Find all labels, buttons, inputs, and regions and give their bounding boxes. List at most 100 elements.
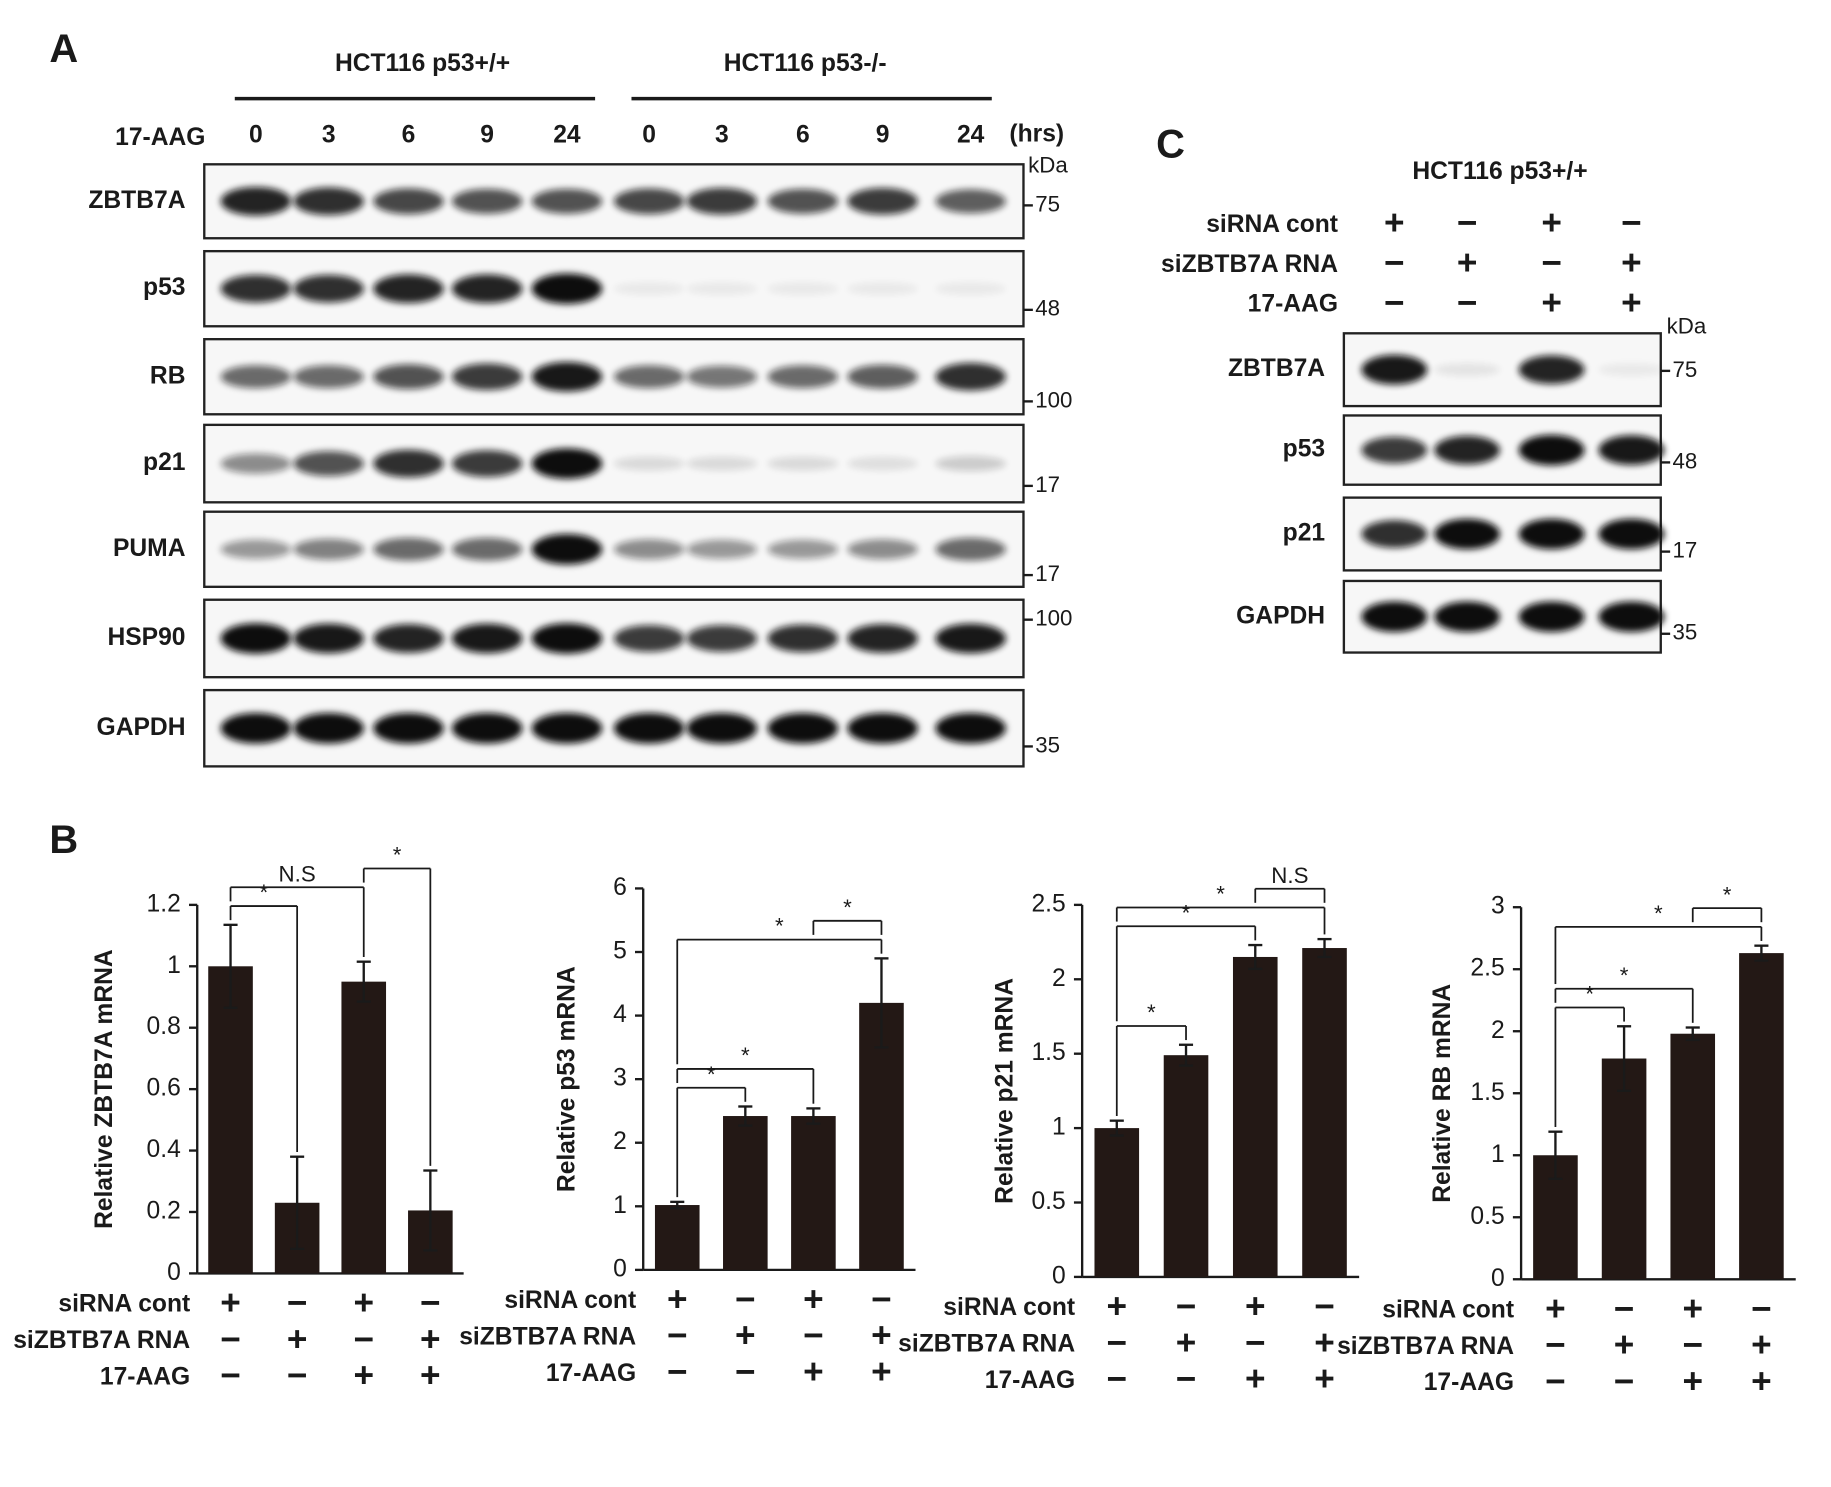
treatment-label: 17-AAG <box>115 124 205 151</box>
y-tick-label: 4 <box>613 1001 627 1028</box>
y-tick-label: 0 <box>613 1255 627 1282</box>
condition-label: siZBTB7A RNA <box>459 1323 636 1350</box>
blot-band <box>373 449 444 478</box>
time-label: 6 <box>402 122 416 149</box>
kda-label: kDa <box>1028 153 1068 178</box>
blot-band <box>531 361 603 392</box>
condition-sign: + <box>735 1316 756 1355</box>
condition-sign: − <box>1384 244 1405 283</box>
bracket-label: * <box>1654 901 1663 926</box>
marker-label: 35 <box>1035 732 1060 757</box>
condition-sign: + <box>353 1283 374 1322</box>
condition-sign: − <box>803 1316 824 1355</box>
y-tick-label: 0.6 <box>147 1075 181 1102</box>
condition-label: siRNA cont <box>1382 1296 1514 1323</box>
bar <box>1163 1055 1209 1277</box>
blot-band <box>451 274 523 304</box>
y-tick-label: 1 <box>167 952 181 979</box>
condition-sign: + <box>667 1280 688 1319</box>
time-label: 3 <box>322 122 336 149</box>
blot-band <box>613 365 685 389</box>
y-tick-label: 0 <box>1052 1262 1066 1289</box>
condition-sign: − <box>1457 204 1478 243</box>
blot-band <box>686 365 758 388</box>
blot-band <box>451 450 523 477</box>
blot-band <box>293 712 364 744</box>
error-bar <box>670 1200 685 1210</box>
marker-label: 75 <box>1035 191 1060 216</box>
blot-band <box>293 451 364 477</box>
blot-band <box>686 712 758 744</box>
bar <box>791 1116 836 1270</box>
blot-band <box>373 537 444 561</box>
y-tick-label: 1.5 <box>1031 1039 1065 1066</box>
y-axis-label: Relative p21 mRNA <box>991 978 1018 1204</box>
blot-band <box>220 623 292 654</box>
y-tick-label: 0 <box>1491 1265 1505 1292</box>
condition-sign: − <box>1682 1326 1703 1365</box>
condition-sign: − <box>287 1283 308 1322</box>
error-bar <box>874 957 889 1049</box>
condition-sign: + <box>1682 1289 1703 1328</box>
bar <box>654 1205 700 1270</box>
blot-band <box>1518 355 1585 385</box>
condition-sign: − <box>735 1353 756 1392</box>
y-tick-label: 1 <box>1491 1141 1505 1168</box>
blot-band <box>220 365 292 389</box>
blot-band <box>293 365 364 389</box>
panel-label: B <box>49 818 78 862</box>
condition-sign: + <box>803 1280 824 1319</box>
condition-sign: + <box>1314 1323 1335 1362</box>
group-label: HCT116 p53+/+ <box>335 50 510 77</box>
error-bar <box>1317 937 1332 959</box>
condition-sign: − <box>667 1316 688 1355</box>
y-tick-label: 2 <box>1052 965 1066 992</box>
blot-band <box>767 282 839 296</box>
condition-sign: + <box>1682 1362 1703 1401</box>
blot-band <box>1434 435 1500 465</box>
time-label: 9 <box>480 122 494 149</box>
error-bar <box>1548 1130 1563 1180</box>
blot-band <box>935 712 1006 744</box>
condition-sign: + <box>1176 1323 1197 1362</box>
blot-row-label: GAPDH <box>1236 602 1325 629</box>
blot-band <box>531 623 603 654</box>
time-label: 3 <box>715 122 729 149</box>
condition-label: siZBTB7A RNA <box>898 1331 1075 1358</box>
blot-row-label: p53 <box>143 274 185 301</box>
group-label: HCT116 p53-/- <box>724 50 887 77</box>
blot-band <box>613 712 685 744</box>
blot-band <box>686 187 758 215</box>
blot-band <box>373 274 444 304</box>
error-bar <box>738 1105 753 1127</box>
blot-band <box>373 364 444 390</box>
condition-sign: − <box>1176 1287 1197 1326</box>
condition-sign: − <box>1545 1326 1566 1365</box>
marker-label: 75 <box>1672 357 1697 382</box>
y-tick-label: 1 <box>613 1192 627 1219</box>
blot-row-label: ZBTB7A <box>88 187 185 214</box>
blot-band <box>531 534 603 565</box>
condition-sign: + <box>1751 1326 1772 1365</box>
blot-band <box>935 456 1006 472</box>
condition-label: 17-AAG <box>1424 1369 1514 1396</box>
bar <box>1739 953 1784 1280</box>
condition-sign: − <box>1176 1360 1197 1399</box>
condition-sign: + <box>287 1320 308 1359</box>
y-tick-label: 2.5 <box>1470 955 1504 982</box>
time-label: 0 <box>249 122 263 149</box>
blot-band <box>767 624 839 653</box>
condition-sign: − <box>1314 1287 1335 1326</box>
condition-sign: − <box>420 1283 441 1322</box>
bracket-label: * <box>707 1062 716 1087</box>
condition-sign: + <box>1245 1287 1266 1326</box>
blot-band <box>451 623 523 654</box>
blot-band <box>1518 434 1585 466</box>
blot-row-label: GAPDH <box>97 714 186 741</box>
blot-band <box>293 538 364 560</box>
y-tick-label: 2 <box>1491 1017 1505 1044</box>
condition-sign: + <box>1545 1289 1566 1328</box>
blot-band <box>847 539 918 560</box>
bar <box>1601 1058 1647 1280</box>
